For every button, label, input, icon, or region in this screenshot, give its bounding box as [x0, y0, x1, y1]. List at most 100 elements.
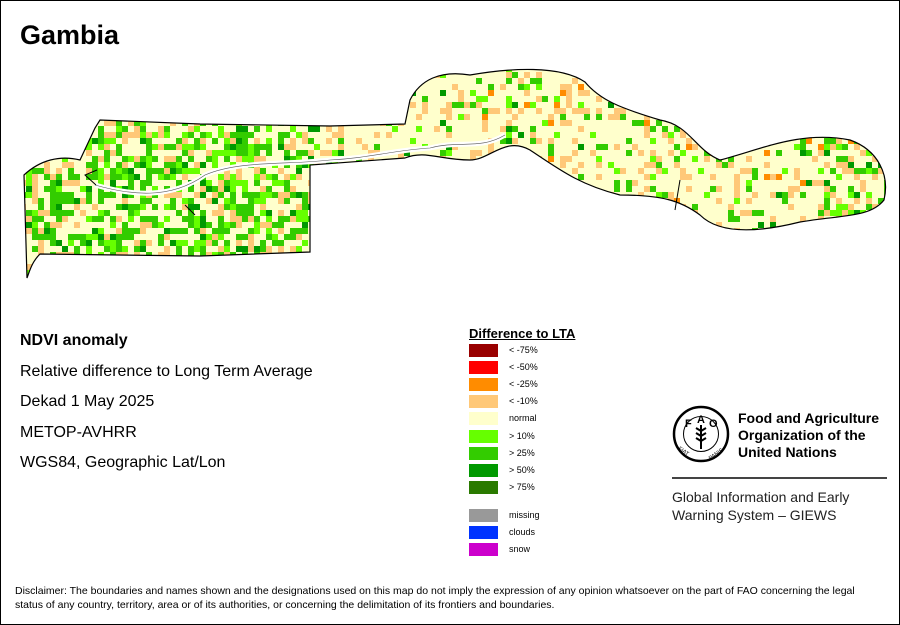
- anomaly-pixel: [74, 234, 80, 240]
- anomaly-pixel: [734, 174, 740, 180]
- anomaly-pixel: [86, 216, 92, 222]
- anomaly-pixel: [290, 126, 296, 132]
- anomaly-pixel: [248, 192, 254, 198]
- anomaly-pixel: [392, 192, 398, 198]
- anomaly-pixel: [500, 258, 506, 264]
- anomaly-pixel: [662, 132, 668, 138]
- anomaly-pixel: [794, 186, 800, 192]
- anomaly-pixel: [134, 120, 140, 126]
- anomaly-pixel: [80, 138, 86, 144]
- anomaly-pixel: [866, 150, 872, 156]
- anomaly-pixel: [650, 138, 656, 144]
- anomaly-pixel: [704, 96, 710, 102]
- anomaly-pixel: [74, 264, 80, 270]
- anomaly-pixel: [314, 282, 320, 288]
- anomaly-pixel: [254, 174, 260, 180]
- anomaly-pixel: [134, 204, 140, 210]
- anomaly-pixel: [842, 168, 848, 174]
- anomaly-pixel: [182, 168, 188, 174]
- anomaly-pixel: [686, 210, 692, 216]
- anomaly-pixel: [692, 144, 698, 150]
- anomaly-pixel: [656, 168, 662, 174]
- anomaly-pixel: [110, 90, 116, 96]
- anomaly-pixel: [194, 264, 200, 270]
- anomaly-pixel: [254, 252, 260, 258]
- anomaly-pixel: [170, 114, 176, 120]
- anomaly-pixel: [32, 156, 38, 162]
- anomaly-pixel: [848, 192, 854, 198]
- anomaly-pixel: [170, 96, 176, 102]
- anomaly-pixel: [554, 240, 560, 246]
- anomaly-pixel: [422, 210, 428, 216]
- anomaly-pixel: [362, 204, 368, 210]
- legend-row: < -25%: [469, 378, 609, 392]
- anomaly-pixel: [236, 216, 242, 222]
- anomaly-pixel: [884, 180, 886, 186]
- anomaly-pixel: [548, 144, 554, 150]
- anomaly-pixel: [824, 150, 830, 156]
- anomaly-pixel: [170, 168, 176, 174]
- anomaly-pixel: [374, 132, 380, 138]
- anomaly-pixel: [686, 282, 692, 288]
- anomaly-pixel: [500, 84, 506, 90]
- anomaly-pixel: [230, 198, 236, 204]
- anomaly-pixel: [692, 204, 698, 210]
- anomaly-pixel: [632, 228, 638, 234]
- anomaly-pixel: [584, 234, 590, 240]
- anomaly-pixel: [614, 186, 620, 192]
- anomaly-pixel: [842, 72, 848, 78]
- anomaly-pixel: [284, 192, 290, 198]
- anomaly-pixel: [728, 114, 734, 120]
- anomaly-pixel: [680, 174, 686, 180]
- anomaly-pixel: [626, 186, 632, 192]
- anomaly-pixel: [38, 168, 44, 174]
- anomaly-pixel: [104, 90, 110, 96]
- anomaly-pixel: [410, 282, 416, 288]
- anomaly-pixel: [458, 180, 464, 186]
- anomaly-pixel: [230, 210, 236, 216]
- anomaly-pixel: [266, 222, 272, 228]
- anomaly-pixel: [254, 282, 260, 288]
- anomaly-pixel: [236, 270, 242, 276]
- anomaly-pixel: [254, 114, 260, 120]
- anomaly-pixel: [770, 72, 776, 78]
- anomaly-pixel: [308, 198, 314, 204]
- anomaly-pixel: [326, 138, 332, 144]
- anomaly-pixel: [224, 270, 230, 276]
- anomaly-pixel: [236, 264, 242, 270]
- anomaly-pixel: [302, 84, 308, 90]
- legend-row: normal: [469, 412, 609, 426]
- anomaly-pixel: [332, 90, 338, 96]
- anomaly-pixel: [92, 270, 98, 276]
- anomaly-pixel: [158, 72, 164, 78]
- anomaly-pixel: [236, 126, 242, 132]
- anomaly-pixel: [686, 216, 692, 222]
- anomaly-pixel: [164, 246, 170, 252]
- legend-swatch: [469, 463, 498, 477]
- anomaly-pixel: [50, 234, 56, 240]
- anomaly-pixel: [434, 126, 440, 132]
- anomaly-pixel: [122, 186, 128, 192]
- anomaly-pixel: [338, 198, 344, 204]
- anomaly-pixel: [260, 168, 266, 174]
- anomaly-pixel: [248, 228, 254, 234]
- anomaly-pixel: [272, 90, 278, 96]
- anomaly-pixel: [848, 78, 854, 84]
- legend-label: clouds: [509, 527, 536, 537]
- anomaly-pixel: [236, 132, 242, 138]
- anomaly-pixel: [134, 114, 140, 120]
- anomaly-pixel: [140, 96, 146, 102]
- anomaly-pixel: [626, 204, 632, 210]
- anomaly-pixel: [176, 138, 182, 144]
- anomaly-pixel: [734, 78, 740, 84]
- anomaly-pixel: [326, 246, 332, 252]
- anomaly-pixel: [242, 282, 248, 288]
- anomaly-pixel: [866, 222, 872, 228]
- anomaly-pixel: [254, 246, 260, 252]
- anomaly-pixel: [866, 204, 872, 210]
- anomaly-pixel: [512, 180, 518, 186]
- anomaly-pixel: [338, 108, 344, 114]
- anomaly-pixel: [716, 126, 722, 132]
- anomaly-pixel: [752, 60, 758, 66]
- anomaly-pixel: [170, 69, 176, 72]
